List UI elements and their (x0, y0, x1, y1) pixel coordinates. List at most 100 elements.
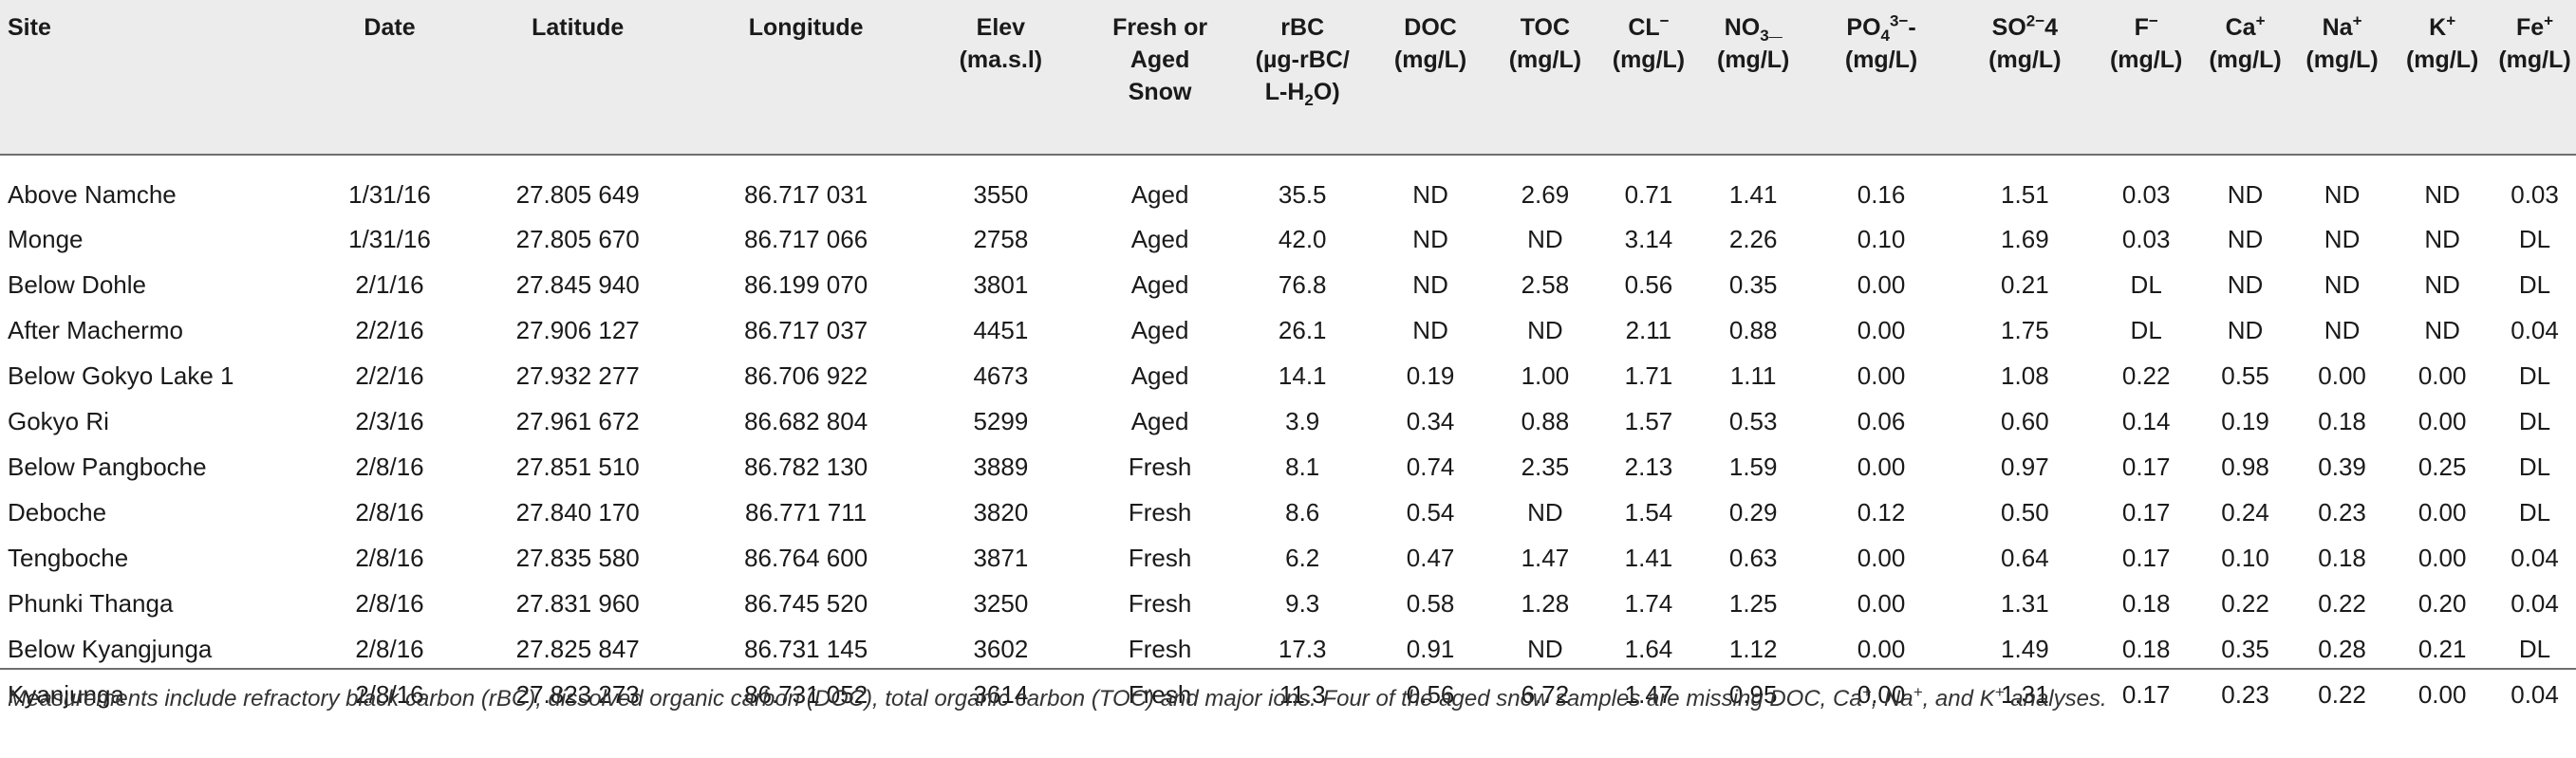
cell-iron: DL (2518, 270, 2551, 299)
cell-nitrate: 0.29 (1728, 498, 1778, 527)
cell-latitude: 27.805 649 (515, 180, 640, 209)
cell-sulfate: 1.49 (2001, 635, 2049, 663)
cell-phosphate: 0.12 (1857, 498, 1906, 527)
cell-phosphate: 0.00 (1857, 453, 1906, 481)
header-doc: DOC (mg/L) (1370, 0, 1492, 154)
cell-chloride: 1.71 (1624, 361, 1673, 390)
header-site: Site (0, 0, 318, 154)
header-rbc-line3: L-H2O) (1240, 76, 1366, 108)
cell-date: 2/2/16 (355, 316, 424, 344)
table-row: Deboche 2/8/16 27.840 170 86.771 711 3820 Fre… (0, 490, 2576, 535)
cell-potassium: 0.00 (2417, 361, 2467, 390)
header-nitrate: NO3_ (mg/L) (1699, 0, 1808, 154)
cell-longitude: 86.717 031 (744, 180, 868, 209)
cell-iron: DL (2518, 453, 2551, 481)
cell-date: 2/8/16 (355, 589, 424, 618)
cell-site: Phunki Thanga (8, 589, 174, 618)
footnote-part4: analyses. (2004, 686, 2107, 712)
cell-doc: 0.56 (1406, 680, 1455, 709)
header-toc-line1: TOC (1520, 14, 1571, 41)
cell-potassium: ND (2424, 225, 2460, 253)
cell-calcium: 0.35 (2221, 635, 2269, 663)
header-phosphate-sub: 4 (1880, 27, 1890, 45)
cell-chloride: 1.57 (1624, 407, 1673, 435)
cell-toc: 2.69 (1521, 180, 1570, 209)
header-bottom-rule (0, 154, 2576, 156)
cell-sodium: 0.22 (2318, 589, 2366, 618)
cell-toc: 6.72 (1521, 680, 1570, 709)
header-nitrate-line2: (mg/L) (1717, 46, 1790, 73)
cell-longitude: 86.771 711 (745, 498, 868, 527)
cell-phosphate: 0.16 (1857, 180, 1906, 209)
cell-potassium: ND (2424, 180, 2460, 209)
table-header: Site Date Latitude Longitude Elev (ma.s.… (0, 0, 2576, 154)
cell-phosphate: 0.00 (1857, 635, 1906, 663)
header-calcium-base: Ca (2225, 14, 2256, 41)
cell-elevation: 3602 (973, 635, 1029, 663)
cell-sulfate: 0.97 (2001, 453, 2049, 481)
cell-phosphate: 0.00 (1857, 544, 1906, 572)
header-date-label: Date (364, 14, 416, 41)
header-fluoride-line1: F− (2099, 11, 2193, 44)
cell-sodium: 0.39 (2318, 453, 2366, 481)
cell-doc: ND (1412, 316, 1448, 344)
cell-nitrate: 1.25 (1728, 589, 1778, 618)
cell-latitude: 27.961 672 (515, 407, 640, 435)
cell-snow-type: Aged (1130, 180, 1189, 209)
header-iron-line1: Fe+ (2497, 11, 2572, 44)
cell-fluoride: 0.17 (2121, 544, 2171, 572)
header-phosphate-base: PO (1846, 14, 1881, 41)
cell-doc: ND (1412, 180, 1448, 209)
cell-fluoride: 0.18 (2121, 635, 2171, 663)
cell-rbc: 3.9 (1285, 407, 1320, 435)
cell-longitude: 86.199 070 (744, 270, 868, 299)
cell-iron: 0.04 (2511, 589, 2559, 618)
cell-date: 2/8/16 (355, 635, 424, 663)
cell-rbc: 42.0 (1278, 225, 1327, 253)
header-latitude-label: Latitude (532, 14, 625, 41)
cell-snow-type: Aged (1130, 361, 1189, 390)
cell-iron: DL (2518, 407, 2551, 435)
cell-potassium: 0.21 (2417, 635, 2467, 663)
footnote-part1: Measurements include refractory black ca… (8, 686, 1862, 712)
header-phosphate-tail: - (1908, 14, 1916, 41)
header-rbc-line2: (µg-rBC/ (1255, 46, 1350, 73)
cell-fluoride: DL (2130, 316, 2162, 344)
table-row: After Machermo 2/2/16 27.906 127 86.717 037… (0, 307, 2576, 353)
header-iron-base: Fe (2515, 14, 2545, 41)
header-iron-line2: (mg/L) (2498, 46, 2571, 73)
table-footnote: Measurements include refractory black ca… (8, 683, 2561, 715)
cell-sulfate: 0.60 (2001, 407, 2049, 435)
cell-sulfate: 0.21 (2001, 270, 2049, 299)
cell-chloride: 1.47 (1624, 680, 1673, 709)
cell-potassium: 0.00 (2417, 407, 2467, 435)
cell-nitrate: 0.35 (1728, 270, 1778, 299)
cell-elevation: 3250 (973, 589, 1029, 618)
cell-phosphate: 0.10 (1857, 225, 1906, 253)
cell-date: 2/8/16 (355, 453, 424, 481)
cell-fluoride: 0.03 (2121, 180, 2171, 209)
cell-iron: DL (2518, 361, 2551, 390)
cell-rbc: 14.1 (1278, 361, 1327, 390)
cell-nitrate: 1.12 (1728, 635, 1778, 663)
cell-fluoride: 0.17 (2121, 498, 2171, 527)
cell-latitude: 27.845 940 (515, 270, 640, 299)
cell-site: Below Pangboche (8, 453, 207, 481)
cell-calcium: 0.23 (2221, 680, 2269, 709)
header-rbc-subscript: 2 (1304, 91, 1314, 109)
cell-phosphate: 0.06 (1857, 407, 1906, 435)
header-nitrate-tail: _ (1768, 14, 1783, 41)
cell-sodium: 0.22 (2318, 680, 2366, 709)
cell-toc: ND (1527, 635, 1563, 663)
cell-sulfate: 1.31 (2001, 680, 2049, 709)
cell-nitrate: 0.95 (1728, 680, 1778, 709)
cell-nitrate: 1.59 (1728, 453, 1778, 481)
cell-snow-type: Fresh (1128, 498, 1192, 527)
table-bottom-rule (0, 668, 2576, 670)
cell-nitrate: 2.26 (1728, 225, 1778, 253)
header-sulfate-sup: 2− (2025, 11, 2045, 30)
header-toc: TOC (mg/L) (1492, 0, 1599, 154)
table-row: Below Dohle 2/1/16 27.845 940 86.199 070 380… (0, 262, 2576, 307)
cell-latitude: 27.906 127 (515, 316, 640, 344)
cell-toc: 1.28 (1521, 589, 1570, 618)
